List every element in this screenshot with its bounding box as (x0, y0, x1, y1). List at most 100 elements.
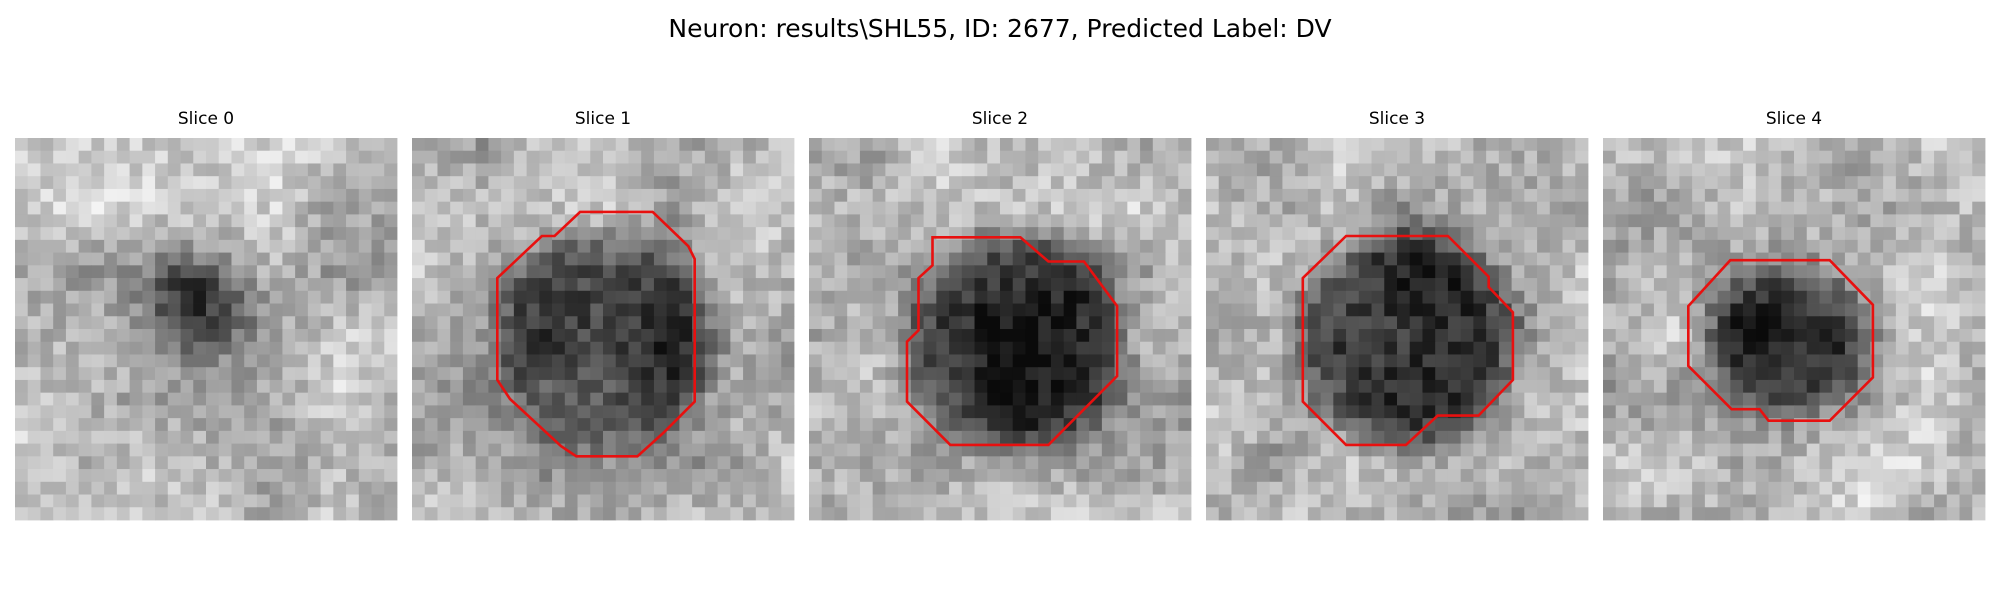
pixel (949, 176, 963, 190)
pixel (1165, 265, 1179, 279)
pixel (1679, 201, 1693, 215)
pixel (1101, 418, 1115, 432)
pixel (704, 290, 718, 304)
pixel (768, 469, 782, 483)
pixel (269, 367, 283, 381)
pixel (834, 303, 848, 317)
pixel (116, 316, 130, 330)
pixel (1358, 163, 1372, 177)
pixel (577, 188, 591, 203)
pixel (1895, 265, 1909, 279)
pixel (834, 494, 848, 508)
pixel (590, 469, 604, 483)
pixel (91, 379, 105, 394)
pixel (974, 418, 988, 432)
pixel (1819, 443, 1833, 457)
pixel (628, 430, 642, 444)
pixel (1921, 176, 1935, 190)
pixel (743, 418, 757, 432)
pixel (717, 341, 731, 355)
pixel (295, 138, 309, 152)
pixel (1806, 138, 1820, 152)
pixel (295, 303, 309, 317)
pixel (1269, 481, 1283, 495)
pixel (78, 252, 92, 266)
pixel (1231, 341, 1245, 355)
pixel (526, 278, 540, 292)
pixel (1025, 188, 1039, 203)
pixel (1794, 443, 1808, 457)
pixel (987, 138, 1001, 152)
pixel (155, 367, 169, 381)
pixel (628, 329, 642, 343)
pixel (244, 367, 258, 381)
pixel (1206, 354, 1220, 368)
pixel (1562, 176, 1576, 190)
pixel (898, 379, 912, 394)
pixel (206, 494, 220, 508)
pixel (1152, 227, 1166, 241)
pixel (539, 494, 553, 508)
pixel (1295, 494, 1309, 508)
pixel (1679, 341, 1693, 355)
pixel (552, 176, 566, 190)
pixel (1218, 150, 1232, 164)
pixel (206, 265, 220, 279)
pixel (1447, 481, 1462, 495)
pixel (949, 392, 963, 406)
pixel (1666, 163, 1680, 177)
pixel (167, 138, 181, 152)
pixel (809, 316, 823, 330)
pixel (1000, 405, 1014, 419)
pixel (1473, 494, 1487, 508)
pixel (552, 188, 566, 203)
pixel (781, 278, 795, 292)
pixel (987, 367, 1001, 381)
pixel (743, 303, 757, 317)
pixel (768, 341, 782, 355)
pixel (1101, 214, 1115, 228)
pixel (1794, 303, 1808, 317)
pixel (1295, 252, 1309, 266)
pixel (1615, 265, 1629, 279)
pixel (730, 418, 744, 432)
pixel (768, 354, 782, 368)
pixel (1282, 176, 1296, 190)
pixel (358, 252, 372, 266)
pixel (116, 367, 130, 381)
pixel (974, 443, 988, 457)
pixel (974, 341, 988, 355)
pixel (358, 341, 372, 355)
pixel (628, 316, 642, 330)
pixel (1934, 303, 1948, 317)
pixel (1206, 290, 1220, 304)
pixel (384, 138, 398, 152)
pixel (1704, 354, 1718, 368)
pixel (1934, 443, 1948, 457)
pixel (834, 507, 848, 521)
pixel (412, 188, 426, 203)
pixel (91, 469, 105, 483)
pixel (898, 367, 912, 381)
pixel (949, 290, 963, 304)
pixel (1857, 329, 1871, 343)
pixel (1447, 278, 1462, 292)
pixel (1498, 481, 1512, 495)
pixel (371, 341, 385, 355)
pixel (1473, 214, 1487, 228)
pixel (1883, 354, 1897, 368)
pixel (564, 188, 578, 203)
pixel (91, 252, 105, 266)
pixel (206, 507, 220, 521)
pixel (1371, 201, 1385, 215)
pixel (218, 418, 232, 432)
pixel (1384, 278, 1398, 292)
pixel (1244, 252, 1258, 266)
pixel (1883, 443, 1897, 457)
pixel (809, 469, 823, 483)
pixel (834, 341, 848, 355)
pixel (1653, 239, 1668, 253)
pixel (1371, 341, 1385, 355)
pixel (936, 367, 950, 381)
pixel (371, 290, 385, 304)
